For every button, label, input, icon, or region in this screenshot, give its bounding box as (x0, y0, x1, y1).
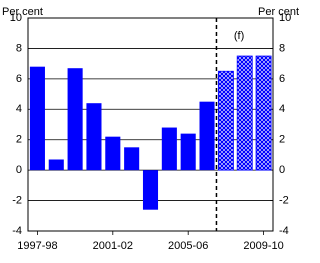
y2-tick-label: 4 (279, 103, 285, 115)
bar (48, 159, 64, 171)
y2-tick-label: 2 (279, 134, 285, 146)
bar (217, 70, 234, 171)
bar (255, 55, 272, 171)
x-tick-label: 2005-06 (168, 240, 208, 252)
y-tick-label: 6 (16, 73, 22, 85)
bar (180, 133, 196, 171)
forecast-annotation: (f) (234, 30, 244, 42)
bar (124, 147, 140, 171)
bar (236, 55, 253, 171)
y2-tick-label: -4 (279, 225, 289, 237)
bar (105, 136, 121, 171)
y2-axis-label: Per cent (258, 6, 299, 18)
bar (67, 68, 83, 171)
y-tick-label: -4 (12, 225, 22, 237)
y-tick-label: -2 (12, 194, 22, 206)
x-tick-label: 2001-02 (93, 240, 133, 252)
y-tick-label: 2 (16, 134, 22, 146)
x-tick-label: 1997-98 (17, 240, 57, 252)
x-tick-label: 2009-10 (243, 240, 283, 252)
bar (86, 103, 102, 171)
y-tick-label: 0 (16, 164, 22, 176)
y2-tick-label: 0 (279, 164, 285, 176)
bar (161, 127, 177, 171)
bar (199, 101, 215, 171)
bar (142, 170, 159, 210)
chart: Per cent Per cent -4 -2 0 2 4 6 8 10 -4 -2 0 2 4 6 8 10… (2, 6, 299, 252)
y-axis-label: Per cent (2, 6, 43, 18)
y2-tick-label: 6 (279, 73, 285, 85)
y-tick-label: 10 (10, 12, 22, 24)
y2-tick-label: 8 (279, 42, 285, 54)
bar (29, 66, 45, 171)
y2-tick-label: 10 (279, 12, 291, 24)
y-tick-label: 4 (16, 103, 22, 115)
y-tick-label: 8 (16, 42, 22, 54)
y2-tick-label: -2 (279, 194, 289, 206)
